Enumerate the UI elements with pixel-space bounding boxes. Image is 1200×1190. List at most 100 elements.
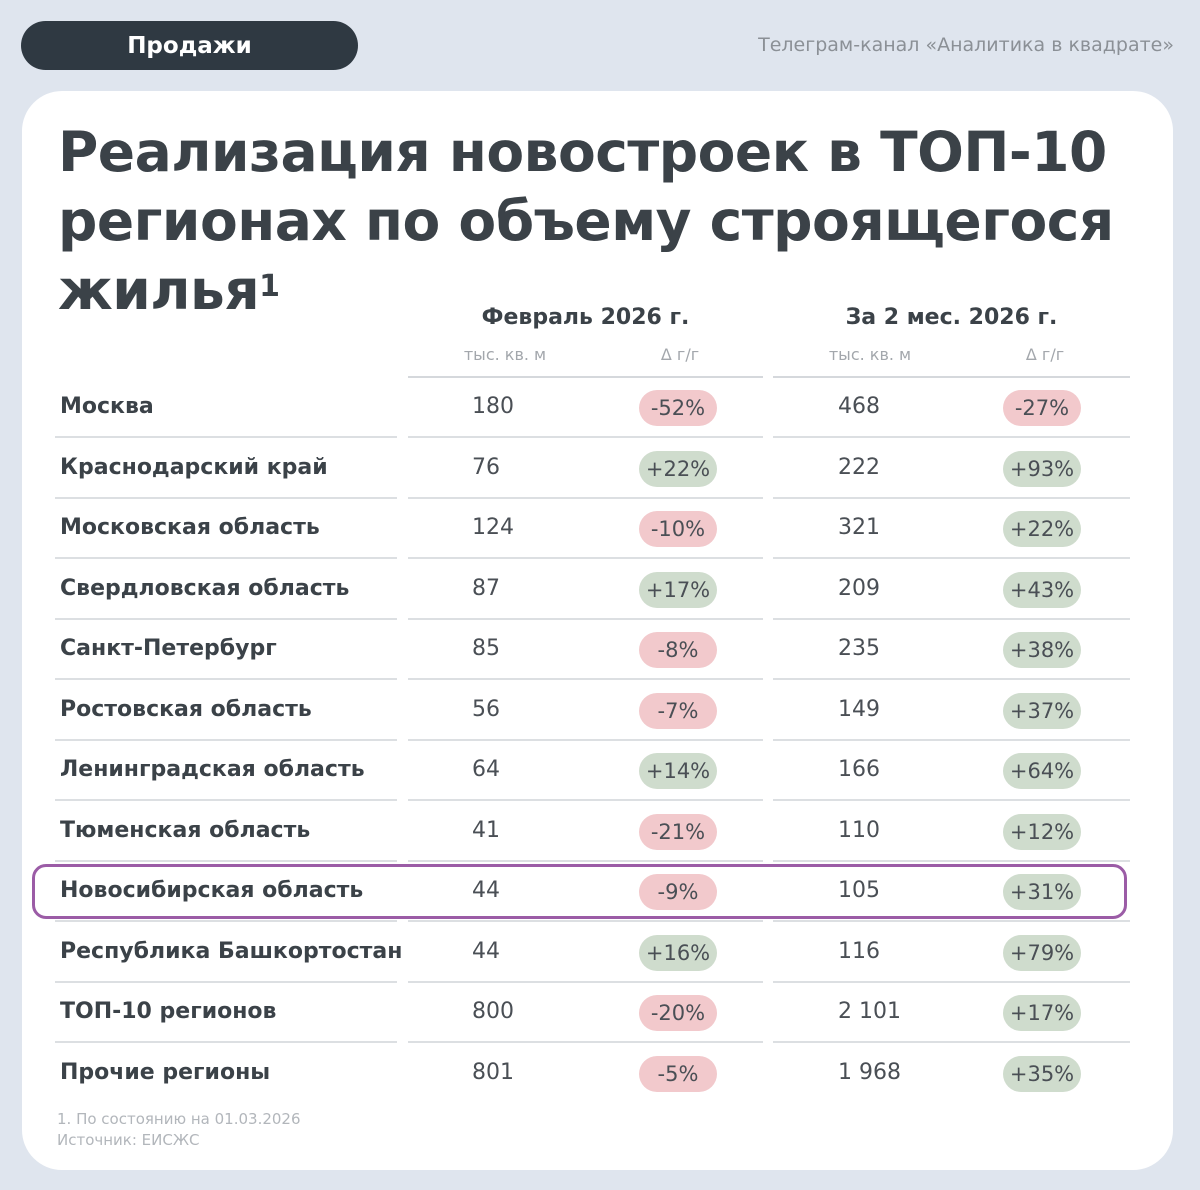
ytd-value: 166 — [838, 757, 880, 782]
row-divider — [408, 860, 763, 862]
ytd-value: 2 101 — [838, 999, 901, 1024]
row-divider — [773, 436, 1130, 438]
ytd-change-badge: +35% — [1003, 1056, 1081, 1092]
ytd-change-badge: +12% — [1003, 814, 1081, 850]
feb-value: 76 — [472, 455, 500, 480]
ytd-value: 105 — [838, 878, 880, 903]
ytd-change-badge: +31% — [1003, 874, 1081, 910]
ytd-value: 116 — [838, 939, 880, 964]
row-divider — [773, 678, 1130, 680]
row-divider — [773, 920, 1130, 922]
ytd-change-badge: +37% — [1003, 693, 1081, 729]
table-row: Ростовская область 56 -7% 149 +37% — [0, 681, 1200, 741]
ytd-change-badge: +79% — [1003, 935, 1081, 971]
region-name: Москва — [60, 394, 154, 419]
feb-change-badge: -20% — [639, 995, 717, 1031]
row-divider — [773, 557, 1130, 559]
table-row: Прочие регионы 801 -5% 1 968 +35% — [0, 1044, 1200, 1104]
table-row: ТОП-10 регионов 800 -20% 2 101 +17% — [0, 983, 1200, 1043]
footnote: 1. По состоянию на 01.03.2026 — [57, 1110, 301, 1128]
section-tag: Продажи — [21, 21, 358, 70]
feb-value: 64 — [472, 757, 500, 782]
feb-change-badge: -10% — [639, 511, 717, 547]
feb-period-header: Февраль 2026 г. — [481, 305, 690, 330]
row-divider — [773, 981, 1130, 983]
row-divider — [408, 1041, 763, 1043]
table-row: Санкт-Петербург 85 -8% 235 +38% — [0, 620, 1200, 680]
ytd-value: 110 — [838, 818, 880, 843]
table-row: Свердловская область 87 +17% 209 +43% — [0, 560, 1200, 620]
region-name: Московская область — [60, 515, 320, 540]
feb-delta-header: Δ г/г — [660, 345, 700, 364]
title-line-3-text: жилья — [58, 258, 260, 322]
region-name: Новосибирская область — [60, 878, 364, 903]
row-divider — [55, 678, 397, 680]
ytd-change-badge: +93% — [1003, 451, 1081, 487]
feb-change-badge: -7% — [639, 693, 717, 729]
feb-value: 44 — [472, 939, 500, 964]
title-line-1: Реализация новостроек в ТОП-10 — [58, 120, 1107, 184]
page-title: Реализация новостроек в ТОП-10 регионах … — [58, 118, 1138, 325]
feb-change-badge: +22% — [639, 451, 717, 487]
row-divider — [773, 799, 1130, 801]
row-divider — [55, 557, 397, 559]
row-divider — [55, 981, 397, 983]
ytd-value: 468 — [838, 394, 880, 419]
ytd-header-divider — [773, 376, 1130, 378]
row-divider — [55, 618, 397, 620]
feb-change-badge: -8% — [639, 632, 717, 668]
feb-value: 41 — [472, 818, 500, 843]
ytd-value: 1 968 — [838, 1060, 901, 1085]
feb-change-badge: +14% — [639, 753, 717, 789]
ytd-change-badge: +64% — [1003, 753, 1081, 789]
feb-change-badge: +17% — [639, 572, 717, 608]
feb-change-badge: -9% — [639, 874, 717, 910]
row-divider — [55, 436, 397, 438]
feb-change-badge: -52% — [639, 390, 717, 426]
row-divider — [773, 1041, 1130, 1043]
row-divider — [773, 497, 1130, 499]
feb-change-badge: -5% — [639, 1056, 717, 1092]
region-name: Республика Башкортостан — [60, 939, 403, 964]
region-name: Краснодарский край — [60, 455, 328, 480]
feb-change-badge: -21% — [639, 814, 717, 850]
row-divider — [55, 739, 397, 741]
ytd-value: 321 — [838, 515, 880, 540]
row-divider — [408, 436, 763, 438]
title-line-3: жилья1 — [58, 256, 1138, 325]
footnote-mark: 1 — [259, 269, 280, 304]
ytd-value: 222 — [838, 455, 880, 480]
title-line-2: регионах по объему строящегося — [58, 189, 1114, 253]
table-row: Москва 180 -52% 468 -27% — [0, 378, 1200, 438]
region-name: Свердловская область — [60, 576, 350, 601]
region-name: ТОП-10 регионов — [60, 999, 277, 1024]
row-divider — [773, 739, 1130, 741]
source-note: Источник: ЕИСЖС — [57, 1131, 200, 1149]
feb-value: 87 — [472, 576, 500, 601]
region-name: Санкт-Петербург — [60, 636, 277, 661]
content-card — [22, 91, 1173, 1170]
row-divider — [408, 618, 763, 620]
ytd-value: 209 — [838, 576, 880, 601]
feb-value: 44 — [472, 878, 500, 903]
feb-value: 800 — [472, 999, 514, 1024]
table-row: Республика Башкортостан 44 +16% 116 +79% — [0, 923, 1200, 983]
table-row: Ленинградская область 64 +14% 166 +64% — [0, 741, 1200, 801]
row-divider — [408, 799, 763, 801]
feb-value: 180 — [472, 394, 514, 419]
ytd-change-badge: -27% — [1003, 390, 1081, 426]
feb-value: 124 — [472, 515, 514, 540]
row-divider — [408, 557, 763, 559]
section-tag-label: Продажи — [127, 32, 252, 59]
row-divider — [773, 860, 1130, 862]
row-divider — [408, 739, 763, 741]
region-name: Ростовская область — [60, 697, 312, 722]
channel-name: Телеграм-канал «Аналитика в квадрате» — [758, 34, 1174, 56]
row-divider — [55, 497, 397, 499]
table-row: Краснодарский край 76 +22% 222 +93% — [0, 439, 1200, 499]
ytd-unit-header: тыс. кв. м — [828, 345, 912, 364]
row-divider — [408, 678, 763, 680]
ytd-change-badge: +38% — [1003, 632, 1081, 668]
row-divider — [408, 920, 763, 922]
table-row: Московская область 124 -10% 321 +22% — [0, 499, 1200, 559]
